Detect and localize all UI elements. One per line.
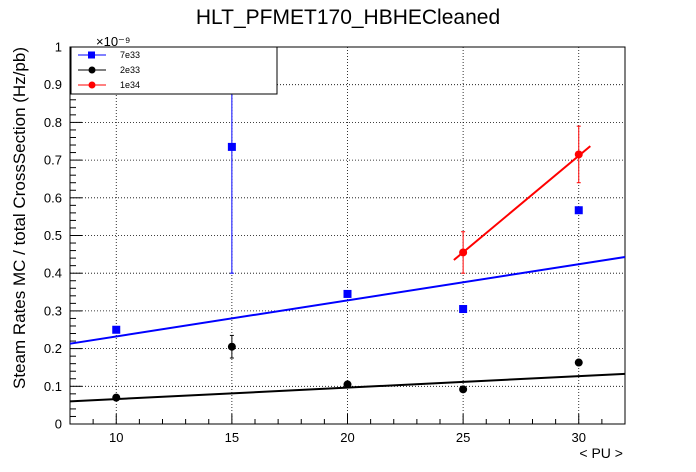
data-point-2e33 <box>343 380 352 389</box>
legend-marker-7e33 <box>88 51 95 59</box>
data-point-7e33 <box>112 325 121 334</box>
data-point-1e34 <box>574 150 583 159</box>
y-tick-label: 0.9 <box>44 77 62 92</box>
x-axis-label: < PU > <box>579 445 623 461</box>
y-tick-label: 0 <box>55 417 62 432</box>
data-point-2e33 <box>459 385 468 394</box>
y-axis-label: Steam Rates MC / total CrossSection (Hz/… <box>10 47 29 389</box>
y-tick-label: 0.3 <box>44 303 62 318</box>
legend-marker-2e33 <box>88 66 96 74</box>
data-point-1e34 <box>459 248 468 257</box>
y-tick-label: 0.1 <box>44 379 62 394</box>
fit-line-7e33 <box>69 256 626 345</box>
chart-title: HLT_PFMET170_HBHECleaned <box>196 6 500 29</box>
axes: 10 15 20 25 30 0 0.1 0.2 0.3 0.4 0.5 0.6 0.7 0.8 0.9 1 <box>44 40 626 445</box>
y-tick-label: 0.8 <box>44 115 62 130</box>
data-point-2e33 <box>112 393 121 402</box>
y-tick-label: 1 <box>55 40 62 55</box>
data-point-2e33 <box>227 342 236 351</box>
x-tick-label: 20 <box>340 430 354 445</box>
legend-marker-1e34 <box>88 81 96 89</box>
y-exponent-label: ×10⁻⁹ <box>96 34 130 49</box>
fit-line-1e34 <box>453 145 591 261</box>
y-tick-label: 0.6 <box>44 190 62 205</box>
data-point-7e33 <box>459 305 468 314</box>
y-tick-label: 0.4 <box>44 266 62 281</box>
legend-label-1e34: 1e34 <box>120 80 140 90</box>
y-tick-label: 0.7 <box>44 153 62 168</box>
fit-lines <box>69 145 626 403</box>
y-tick-label: 0.2 <box>44 341 62 356</box>
x-tick-label: 30 <box>572 430 586 445</box>
data-point-7e33 <box>343 289 352 298</box>
legend-label-2e33: 2e33 <box>120 65 140 75</box>
grid <box>70 47 625 424</box>
x-tick-label: 15 <box>225 430 239 445</box>
x-tick-label: 25 <box>456 430 470 445</box>
data-point-7e33 <box>227 142 236 151</box>
data-point-2e33 <box>574 358 583 367</box>
data-point-7e33 <box>574 206 583 215</box>
legend: 7e33 2e33 1e34 <box>70 46 278 95</box>
y-tick-label: 0.5 <box>44 228 62 243</box>
legend-label-7e33: 7e33 <box>120 50 140 60</box>
x-tick-label: 10 <box>109 430 123 445</box>
